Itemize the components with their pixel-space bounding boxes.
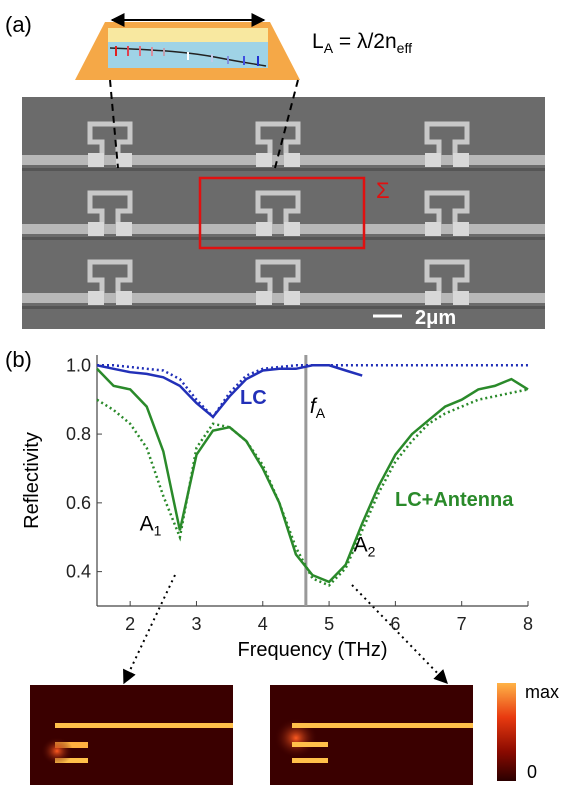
x-tick-label: 7 [457, 614, 467, 634]
field-map [270, 685, 473, 785]
y-tick-label: 0.6 [66, 493, 91, 513]
data-line [96, 364, 363, 419]
subscript: eff [397, 40, 412, 56]
sem-resonator [255, 121, 301, 155]
annotation: A2 [354, 533, 376, 559]
sigma-label: Σ [376, 178, 390, 203]
sem-resonator [87, 121, 133, 155]
sem-resonator [255, 190, 301, 224]
annotation-text: A [354, 533, 368, 556]
sem-pad [116, 153, 132, 167]
subscript: A [324, 40, 334, 56]
unit-cell-box [198, 176, 366, 250]
subscript: A [316, 405, 326, 421]
sem-resonator [424, 190, 470, 224]
schematic [75, 13, 300, 80]
sem-pad [284, 222, 300, 236]
sem-resonator [87, 190, 133, 224]
y-tick-label: 1.0 [66, 355, 91, 375]
panel-label: (a) [5, 12, 32, 37]
sem-pad [116, 291, 132, 305]
subscript: 1 [154, 522, 162, 538]
sem-pad [256, 153, 272, 167]
fit-line [96, 388, 529, 587]
x-tick-label: 6 [390, 614, 400, 634]
annotation-text: A [140, 512, 154, 535]
formula: LA = λ/2neff [312, 30, 412, 56]
annotation: A1 [140, 512, 162, 538]
sem-resonator [255, 259, 301, 293]
marker-label: fA [310, 395, 326, 421]
y-tick-label: 0.4 [66, 562, 91, 582]
sem-pad [453, 291, 469, 305]
sem-pad [88, 222, 104, 236]
sem-pad [256, 291, 272, 305]
panel-label: (b) [5, 347, 32, 372]
scale-label: 2μm [415, 307, 456, 329]
data-line [96, 367, 529, 584]
sem-strip [22, 155, 545, 165]
arrow [123, 574, 176, 685]
sem-resonator [87, 259, 133, 293]
sem-resonator [424, 259, 470, 293]
x-tick-label: 4 [258, 614, 268, 634]
colorbar-min: 0 [527, 762, 537, 782]
sem-strip [22, 224, 545, 234]
sem-pad [453, 222, 469, 236]
sem-pad [88, 291, 104, 305]
sem-image [22, 97, 545, 329]
sem-pad [425, 153, 441, 167]
sem-pad [88, 153, 104, 167]
sem-pad [284, 153, 300, 167]
y-tick-label: 0.8 [66, 424, 91, 444]
formula-text: = λ/2n [333, 30, 397, 53]
x-tick-label: 3 [191, 614, 201, 634]
sem-pad [256, 222, 272, 236]
x-tick-label: 2 [125, 614, 135, 634]
subscript: 2 [368, 543, 376, 559]
x-tick-label: 5 [324, 614, 334, 634]
formula-text: L [312, 30, 324, 53]
marker-text: f [310, 395, 318, 418]
colorbar-max: max [525, 682, 559, 702]
dashed-guide [274, 79, 299, 169]
y-axis-label: Reflectivity [21, 432, 43, 529]
sem-pad [284, 291, 300, 305]
sem-pad [425, 222, 441, 236]
series-label: LC [240, 387, 267, 409]
field-map [30, 685, 233, 785]
sem-pad [453, 153, 469, 167]
dashed-guide [109, 79, 119, 169]
colorbar [497, 683, 516, 781]
sem-pad [425, 291, 441, 305]
series-label: LC+Antenna [395, 489, 514, 511]
x-axis-label: Frequency (THz) [237, 639, 387, 661]
chart: 0.4 0.6 0.8 1.0 2 3 4 5 6 7 8 Frequency (THz) Reflec… [21, 355, 533, 661]
sem-band [22, 237, 545, 240]
sem-pad [116, 222, 132, 236]
sem-strip [22, 293, 545, 303]
x-tick-label: 8 [523, 614, 533, 634]
sem-band [22, 306, 545, 309]
arrow [351, 584, 448, 685]
sem-resonator [424, 121, 470, 155]
sem-band [22, 168, 545, 171]
